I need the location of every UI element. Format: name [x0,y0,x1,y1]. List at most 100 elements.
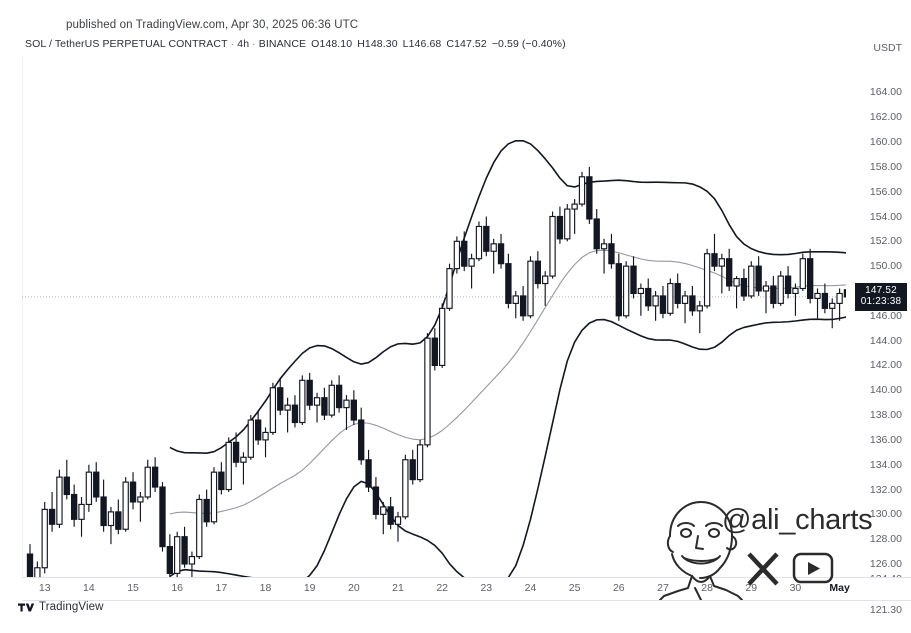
candle-body-up [424,337,431,446]
candlestick [144,459,151,500]
time-tick: 27 [657,582,669,594]
tradingview-branding: TradingView [18,601,104,613]
candlestick [792,283,799,316]
candlestick [100,479,107,532]
legend-low-value: 146.68 [408,38,442,50]
price-tick: 130.00 [869,508,902,521]
legend-low-label: L [402,38,409,50]
candlestick [630,256,637,299]
candlestick [461,231,468,272]
candle-body-down [483,225,490,252]
candle-body-up [512,295,519,304]
candlestick [740,268,748,301]
candlestick [431,328,438,371]
candlestick [593,209,600,254]
candle-body-up [196,498,203,558]
time-axis[interactable]: 13 14 15 16 17 18 19 20 21 22 23 24 25 26 27 28 29 30 May [22,577,911,601]
candlestick [762,281,770,314]
candlestick [402,454,409,520]
candlestick [335,375,343,413]
candle-body-up [564,208,571,240]
candlestick-chart[interactable] [22,56,846,577]
candle-body-down [166,546,174,574]
legend-exchange: BINANCE [258,38,307,50]
legend-symbol[interactable]: SOL / TetherUS PERPETUAL CONTRACT [25,38,228,50]
candlestick [556,206,564,244]
price-tick: 146.00 [869,309,902,322]
candle-body-up [416,444,424,481]
candle-body-down [358,419,365,461]
candle-body-down [586,176,593,220]
time-tick: 13 [38,582,51,594]
candle-body-down [711,253,718,267]
candle-body-up [549,215,556,277]
candlestick [269,382,277,435]
candlestick [129,472,137,510]
candle-body-up [718,258,726,267]
time-tick: 26 [612,582,625,594]
candlestick [645,278,652,311]
candle-body-up [578,176,586,205]
candle-body-up [144,466,151,498]
candlestick [85,464,93,512]
candle-body-down [115,511,122,530]
candlestick [836,288,843,321]
price-tick: 162.00 [869,111,902,124]
candlestick [70,484,78,527]
time-tick: 29 [745,582,758,594]
candle-body-down [740,277,748,297]
candle-body-up [829,302,836,309]
candle-body-up [799,258,806,290]
candle-body-down [615,263,622,317]
candle-body-up [137,496,144,503]
candle-body-up [681,295,689,304]
tradingview-logo-icon [18,603,34,611]
candlestick [777,271,784,306]
candle-body-up [174,536,181,574]
candlestick [806,248,814,304]
time-tick: 25 [568,582,581,594]
bollinger-bands [169,139,846,577]
candlestick [372,477,380,520]
candlestick [424,333,431,448]
candle-body-down [254,419,262,441]
candle-body-down [26,553,34,577]
price-tick: 150.00 [869,260,902,273]
price-axis[interactable]: USDT 164.00 162.00 160.00 158.00 156.00 154.0… [846,42,911,616]
candle-body-up [667,282,674,314]
price-axis-unit: USDT [873,42,902,54]
current-price-tag[interactable]: 147.52 01:23:38 [855,282,907,311]
candle-body-down [203,498,210,523]
candlestick [380,501,387,535]
time-tick: May [829,582,850,594]
candle-body-down [674,282,681,304]
candle-series[interactable] [26,166,846,577]
candle-body-up [313,397,321,406]
candlestick [394,511,402,542]
candle-body-up [240,456,247,463]
candlestick [689,286,696,316]
price-tick: 158.00 [869,160,902,173]
candlestick [306,372,313,411]
candlestick [637,283,645,316]
candlestick [188,551,196,577]
candle-body-down [93,471,100,498]
legend-interval[interactable]: 4h [237,38,250,50]
price-tick: 132.00 [869,483,902,496]
candle-body-down [843,289,846,298]
candlestick [483,216,490,257]
candlestick [622,261,630,319]
candlestick [703,248,711,309]
candle-body-up [343,399,350,409]
candlestick [41,501,48,574]
candle-body-up [490,243,497,252]
time-tick: 17 [215,582,228,594]
time-tick: 18 [259,582,272,594]
candlestick [107,506,115,545]
candlestick [586,166,593,224]
candlestick [48,492,56,532]
bollinger-upper-band [169,139,846,454]
candle-body-down [100,496,107,527]
candlestick [174,531,181,577]
candle-body-up [34,567,41,577]
